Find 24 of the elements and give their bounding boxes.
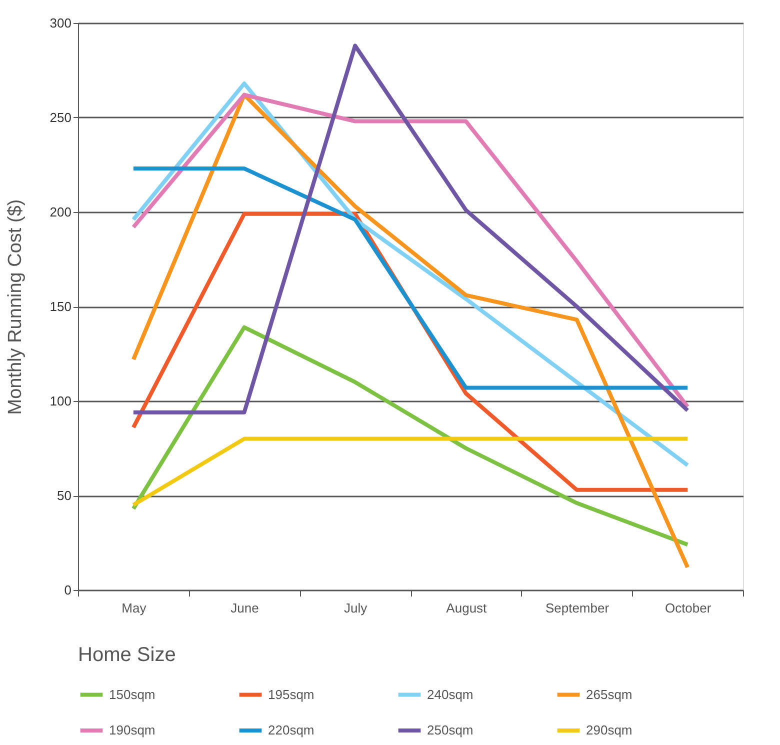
y-tick-label: 250 bbox=[50, 110, 72, 125]
line-series bbox=[131, 325, 690, 547]
x-tick-label: May bbox=[122, 600, 147, 616]
y-axis-title: Monthly Running Cost ($) bbox=[4, 199, 26, 415]
x-tick-label: September bbox=[545, 600, 610, 616]
legend-title: Home Size bbox=[78, 644, 176, 666]
legend-label: 240sqm bbox=[427, 686, 474, 702]
y-tick-label: 0 bbox=[64, 582, 72, 598]
legend-label: 220sqm bbox=[268, 722, 314, 738]
legend-label: 190sqm bbox=[109, 722, 156, 738]
legend-label: 265sqm bbox=[586, 686, 632, 702]
legend-label: 195sqm bbox=[268, 686, 314, 702]
y-tick-label: 100 bbox=[50, 394, 72, 408]
x-tick-label: August bbox=[446, 600, 488, 616]
x-tick-label: October bbox=[664, 600, 712, 616]
legend-label: 250sqm bbox=[427, 722, 474, 738]
x-tick-label: July bbox=[344, 600, 368, 616]
y-tick-label: 50 bbox=[57, 488, 72, 503]
y-tick-label: 200 bbox=[50, 204, 72, 220]
legend-label: 290sqm bbox=[586, 722, 632, 738]
legend-label: 150sqm bbox=[109, 686, 156, 702]
y-tick-label: 150 bbox=[50, 299, 72, 314]
x-tick-label: June bbox=[230, 600, 259, 616]
y-tick-label: 300 bbox=[50, 16, 72, 30]
